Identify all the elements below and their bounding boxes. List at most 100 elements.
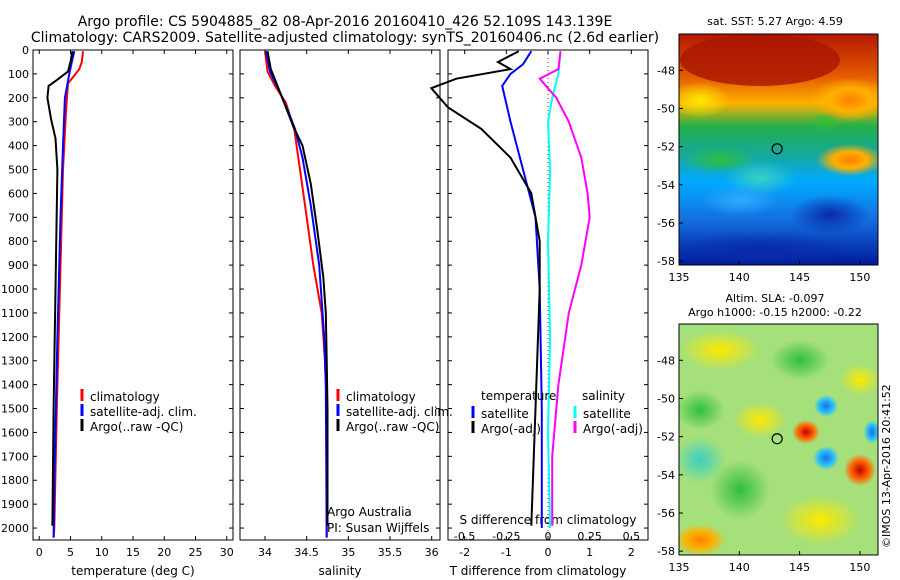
series-line-temperature — [52, 50, 76, 538]
sst-map-ytick-label: -52 — [657, 141, 675, 154]
sst-map-ytick-label: -48 — [657, 64, 675, 77]
series-line-difference — [546, 51, 562, 529]
temperature-xtick-label: 30 — [220, 546, 234, 559]
depth-tick-label: 900 — [8, 259, 29, 272]
depth-tick-label: 1300 — [1, 355, 29, 368]
sst-map-xtick-label: 145 — [789, 271, 810, 284]
sst-map-xtick-label: 135 — [669, 271, 690, 284]
difference-xlabel2: S difference from climatology — [460, 513, 637, 527]
legend-label: satellite — [583, 407, 631, 421]
sst-map-xtick-label: 140 — [729, 271, 750, 284]
legend-label: Argo(..raw -QC) — [90, 420, 183, 434]
legend-label: Argo(..raw -QC) — [346, 420, 439, 434]
temperature-xtick-label: 20 — [157, 546, 171, 559]
difference-top-tick-label: 0.5 — [623, 530, 641, 543]
temperature-xtick-label: 0 — [36, 546, 43, 559]
sst-map-ytick-label: -54 — [657, 179, 675, 192]
temperature-xlabel: temperature (deg C) — [71, 564, 194, 578]
series-line-difference — [501, 50, 543, 528]
difference-xtick-label: -1 — [501, 546, 512, 559]
salinity-xtick-label: 35.5 — [378, 546, 403, 559]
temperature-xtick-label: 15 — [126, 546, 140, 559]
temperature-xtick-label: 25 — [189, 546, 203, 559]
salinity-xtick-label: 34 — [258, 546, 272, 559]
sst-map-xtick-label: 150 — [849, 271, 870, 284]
sla-map-xtick-label: 145 — [789, 561, 810, 574]
difference-top-tick-label: 0.25 — [577, 530, 602, 543]
salinity-xtick-label: 36 — [425, 546, 439, 559]
depth-tick-label: 1500 — [1, 403, 29, 416]
legend-title-temperature: temperature — [481, 389, 556, 403]
sla-map-ytick-label: -52 — [657, 431, 675, 444]
sst-map-ytick-label: -50 — [657, 102, 675, 115]
depth-tick-label: 1400 — [1, 379, 29, 392]
depth-tick-label: 200 — [8, 92, 29, 105]
legend-label: Argo(-adj) — [481, 422, 541, 436]
sla-map-xtick-label: 150 — [849, 561, 870, 574]
depth-tick-label: 400 — [8, 140, 29, 153]
depth-tick-label: 1900 — [1, 498, 29, 511]
depth-tick-label: 300 — [8, 116, 29, 129]
legend-label: satellite-adj. clim. — [90, 405, 197, 419]
salinity-annotation-1: Argo Australia — [327, 505, 412, 519]
depth-tick-label: 1800 — [1, 474, 29, 487]
legend-label: Argo(-adj) — [583, 422, 643, 436]
series-line-difference — [429, 50, 541, 526]
difference-top-tick-label: 0 — [545, 530, 552, 543]
sst-map-ytick-label: -56 — [657, 217, 675, 230]
salinity-panel-frame — [239, 49, 441, 541]
series-line-salinity — [264, 51, 328, 538]
sst-map-ytick-label: -58 — [657, 255, 675, 268]
sla-map — [678, 323, 879, 556]
difference-xtick-label: 2 — [628, 546, 635, 559]
chart-title-line1: Argo profile: CS 5904885_82 08-Apr-2016 … — [77, 14, 613, 30]
sla-map-ytick-label: -56 — [657, 507, 675, 520]
depth-tick-label: 600 — [8, 187, 29, 200]
depth-tick-label: 0 — [22, 44, 29, 57]
legend-label: satellite — [481, 407, 529, 421]
series-line-salinity — [266, 51, 329, 526]
depth-tick-label: 1200 — [1, 331, 29, 344]
legend-label: climatology — [346, 390, 416, 404]
sst-map — [678, 33, 879, 266]
sla-map-ytick-label: -58 — [657, 545, 675, 558]
legend-label: satellite-adj. clim. — [346, 405, 453, 419]
depth-tick-label: 100 — [8, 68, 29, 81]
depth-tick-label: 1000 — [1, 283, 29, 296]
legend-title-salinity: salinity — [582, 389, 625, 403]
depth-tick-label: 1100 — [1, 307, 29, 320]
difference-xtick-label: 0 — [545, 546, 552, 559]
sla-map-xtick-label: 140 — [729, 561, 750, 574]
series-line-difference — [538, 51, 591, 526]
difference-xtick-label: 1 — [586, 546, 593, 559]
series-line-temperature — [46, 51, 74, 526]
depth-tick-label: 1700 — [1, 450, 29, 463]
difference-xlabel: T difference from climatology — [449, 564, 627, 578]
sla-map-title-2: Argo h1000: -0.15 h2000: -0.22 — [688, 306, 862, 319]
sst-map-title: sat. SST: 5.27 Argo: 4.59 — [707, 15, 843, 28]
difference-top-tick-label: -0.5 — [454, 530, 475, 543]
sla-argo-marker — [771, 433, 783, 445]
salinity-xtick-label: 34.5 — [294, 546, 319, 559]
temperature-xtick-label: 5 — [67, 546, 74, 559]
sla-map-ytick-label: -54 — [657, 469, 675, 482]
difference-xtick-label: -2 — [459, 546, 470, 559]
sst-argo-marker — [771, 143, 783, 155]
temperature-xtick-label: 10 — [95, 546, 109, 559]
imos-watermark: ©IMOS 13-Apr-2016 20:41:52 — [880, 384, 893, 548]
salinity-annotation-2: PI: Susan Wijffels — [327, 521, 429, 535]
sla-map-title-1: Altim. SLA: -0.097 — [725, 292, 824, 305]
sla-map-ytick-label: -48 — [657, 354, 675, 367]
depth-tick-label: 800 — [8, 235, 29, 248]
salinity-xtick-label: 35 — [341, 546, 355, 559]
chart-title-line2: Climatology: CARS2009. Satellite-adjuste… — [30, 30, 660, 46]
depth-tick-label: 700 — [8, 211, 29, 224]
salinity-xlabel: salinity — [318, 564, 361, 578]
sla-map-xtick-label: 135 — [669, 561, 690, 574]
legend-label: climatology — [90, 390, 160, 404]
difference-top-tick-label: -0.25 — [492, 530, 520, 543]
depth-tick-label: 1600 — [1, 426, 29, 439]
sla-map-ytick-label: -50 — [657, 392, 675, 405]
depth-tick-label: 2000 — [1, 522, 29, 535]
